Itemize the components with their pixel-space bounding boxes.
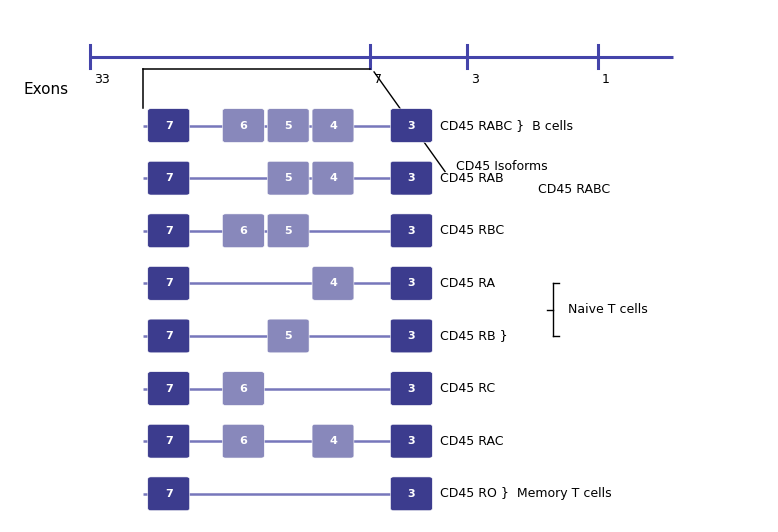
FancyBboxPatch shape	[312, 109, 354, 143]
Text: 33: 33	[94, 73, 110, 86]
FancyBboxPatch shape	[148, 161, 190, 195]
Text: 4: 4	[329, 121, 337, 130]
FancyBboxPatch shape	[148, 319, 190, 353]
Text: 7: 7	[165, 331, 173, 341]
Text: CD45 RAC: CD45 RAC	[440, 435, 503, 447]
FancyBboxPatch shape	[391, 161, 433, 195]
Text: 3: 3	[408, 173, 415, 183]
Text: 5: 5	[284, 226, 292, 236]
FancyBboxPatch shape	[148, 267, 190, 300]
FancyBboxPatch shape	[391, 267, 433, 300]
FancyBboxPatch shape	[268, 109, 309, 143]
Text: CD45 RAB: CD45 RAB	[440, 172, 503, 185]
FancyBboxPatch shape	[223, 109, 265, 143]
Text: 1: 1	[602, 73, 610, 86]
Text: CD45 RC: CD45 RC	[440, 382, 495, 395]
Text: 7: 7	[165, 489, 173, 499]
FancyBboxPatch shape	[268, 161, 309, 195]
FancyBboxPatch shape	[148, 425, 190, 458]
Text: 6: 6	[240, 384, 247, 394]
Text: 7: 7	[374, 73, 382, 86]
FancyBboxPatch shape	[391, 372, 433, 405]
Text: 5: 5	[284, 173, 292, 183]
Text: Exons: Exons	[23, 82, 68, 97]
FancyBboxPatch shape	[148, 214, 190, 247]
Text: CD45 RA: CD45 RA	[440, 277, 495, 290]
Text: 7: 7	[165, 173, 173, 183]
FancyBboxPatch shape	[312, 425, 354, 458]
Text: CD45 RABC: CD45 RABC	[538, 183, 611, 196]
FancyBboxPatch shape	[391, 319, 433, 353]
Text: 7: 7	[165, 278, 173, 288]
Text: 3: 3	[408, 278, 415, 288]
Text: CD45 Isoforms: CD45 Isoforms	[456, 160, 548, 173]
FancyBboxPatch shape	[223, 425, 265, 458]
Text: 6: 6	[240, 226, 247, 236]
Text: 3: 3	[408, 384, 415, 394]
Text: 5: 5	[284, 331, 292, 341]
Text: 4: 4	[329, 436, 337, 446]
Text: CD45 RBC: CD45 RBC	[440, 225, 504, 237]
Text: 3: 3	[408, 121, 415, 130]
FancyBboxPatch shape	[391, 477, 433, 511]
Text: CD45 RABC }  B cells: CD45 RABC } B cells	[440, 119, 573, 132]
Text: Naive T cells: Naive T cells	[568, 303, 648, 317]
Text: 3: 3	[408, 489, 415, 499]
Text: 5: 5	[284, 121, 292, 130]
Text: 3: 3	[471, 73, 479, 86]
FancyBboxPatch shape	[223, 372, 265, 405]
Text: 4: 4	[329, 278, 337, 288]
FancyBboxPatch shape	[148, 477, 190, 511]
Text: 7: 7	[165, 384, 173, 394]
FancyBboxPatch shape	[268, 214, 309, 247]
FancyBboxPatch shape	[148, 372, 190, 405]
Text: 7: 7	[165, 436, 173, 446]
Text: 3: 3	[408, 226, 415, 236]
Text: 3: 3	[408, 331, 415, 341]
FancyBboxPatch shape	[391, 425, 433, 458]
Text: 6: 6	[240, 436, 247, 446]
FancyBboxPatch shape	[391, 109, 433, 143]
FancyBboxPatch shape	[148, 109, 190, 143]
Text: CD45 RB }: CD45 RB }	[440, 329, 507, 343]
Text: 6: 6	[240, 121, 247, 130]
FancyBboxPatch shape	[223, 214, 265, 247]
FancyBboxPatch shape	[312, 161, 354, 195]
Text: 3: 3	[408, 436, 415, 446]
Text: 7: 7	[165, 121, 173, 130]
Text: 4: 4	[329, 173, 337, 183]
FancyBboxPatch shape	[268, 319, 309, 353]
Text: 7: 7	[165, 226, 173, 236]
FancyBboxPatch shape	[312, 267, 354, 300]
Text: CD45 RO }  Memory T cells: CD45 RO } Memory T cells	[440, 487, 612, 500]
FancyBboxPatch shape	[391, 214, 433, 247]
